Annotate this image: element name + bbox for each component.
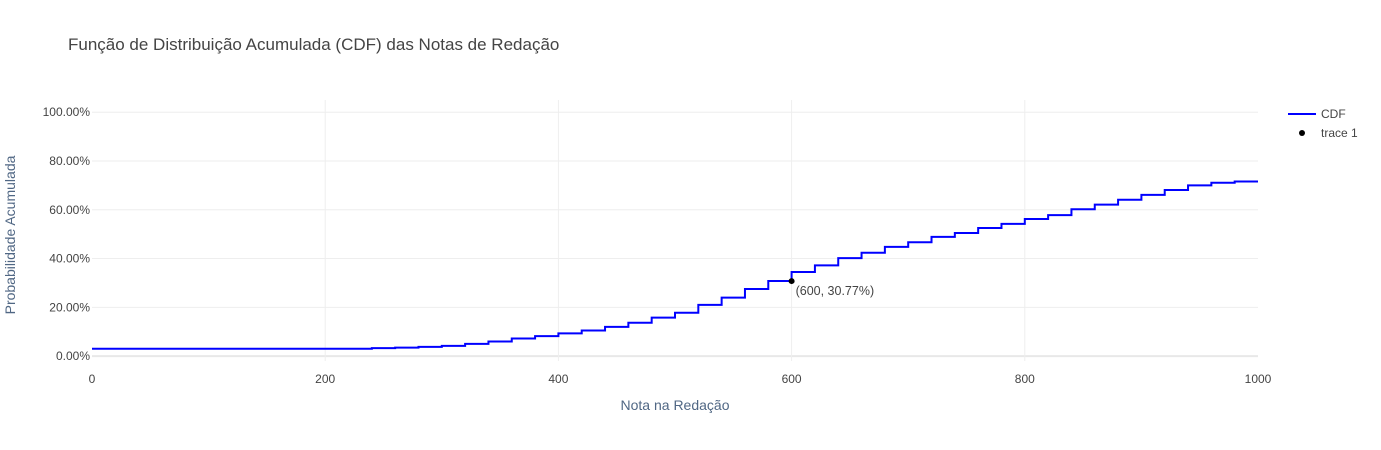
y-axis-title: Probabilidade Acumulada: [2, 155, 18, 314]
legend-item-trace-1[interactable]: trace 1: [1299, 126, 1358, 140]
x-axis-ticks: 0 200 400 600 800 1000: [89, 372, 1272, 386]
x-tick-label: 800: [1015, 372, 1035, 386]
grid-lines: [92, 100, 1258, 361]
chart-title: Função de Distribuição Acumulada (CDF) d…: [68, 35, 559, 54]
x-tick-label: 0: [89, 372, 96, 386]
legend-item-cdf[interactable]: CDF: [1288, 107, 1346, 121]
trace-1-point: [788, 278, 795, 285]
legend-trace-1-swatch: [1299, 130, 1305, 136]
x-tick-label: 1000: [1245, 372, 1272, 386]
y-tick-label: 0.00%: [56, 349, 90, 363]
legend[interactable]: CDF trace 1: [1288, 107, 1358, 140]
cdf-step-line: [92, 180, 1258, 350]
legend-trace-1-label: trace 1: [1321, 126, 1358, 140]
x-axis-title: Nota na Redação: [621, 397, 730, 413]
x-tick-label: 400: [548, 372, 568, 386]
legend-cdf-label: CDF: [1321, 107, 1346, 121]
y-tick-label: 60.00%: [49, 203, 90, 217]
y-tick-label: 20.00%: [49, 300, 90, 314]
y-tick-label: 100.00%: [43, 105, 91, 119]
y-tick-label: 40.00%: [49, 252, 90, 266]
point-annotation: (600, 30.77%): [796, 284, 875, 298]
x-tick-label: 600: [782, 372, 802, 386]
annotations: (600, 30.77%): [796, 284, 875, 298]
x-tick-label: 200: [315, 372, 335, 386]
plot-area: [92, 180, 1258, 350]
y-axis-ticks: 0.00% 20.00% 40.00% 60.00% 80.00% 100.00%: [43, 105, 91, 363]
y-tick-label: 80.00%: [49, 154, 90, 168]
